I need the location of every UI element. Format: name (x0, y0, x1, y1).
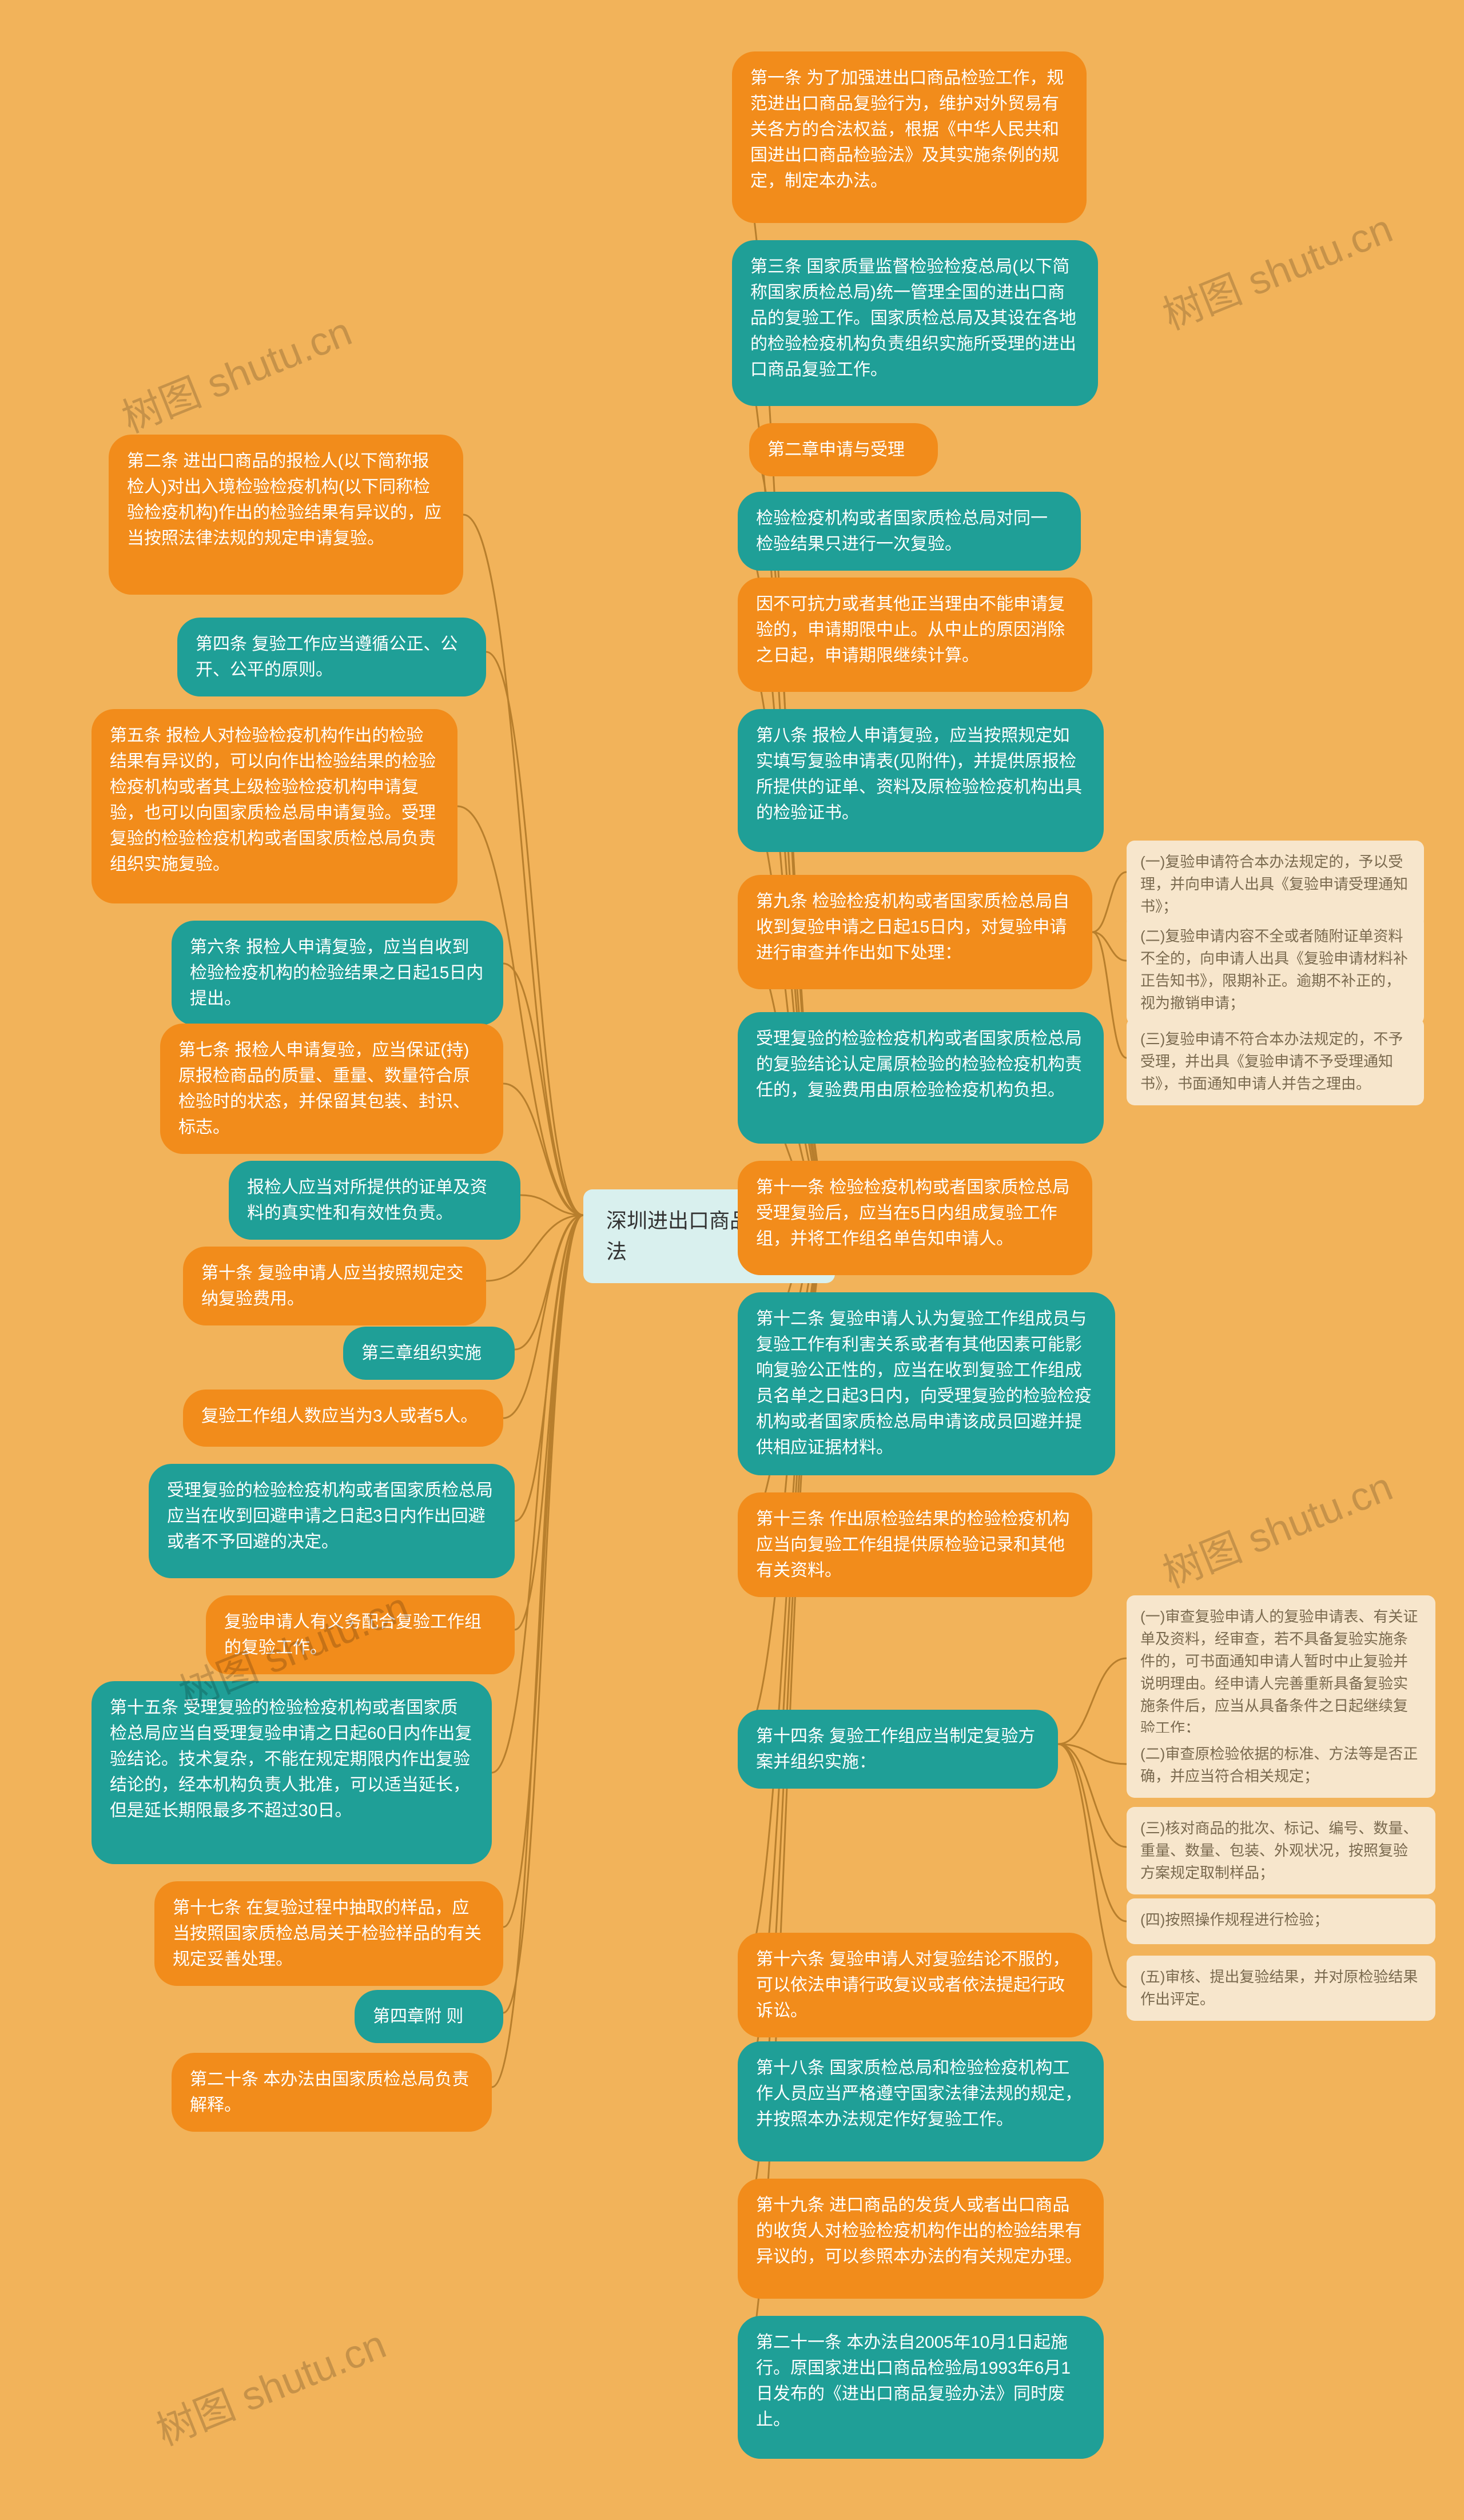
mindmap-node: 第十七条 在复验过程中抽取的样品，应当按照国家质检总局关于检验样品的有关规定妥善… (154, 1881, 503, 1986)
mindmap-node: (三)核对商品的批次、标记、编号、数量、重量、数量、包装、外观状况，按照复验方案… (1127, 1807, 1435, 1894)
mindmap-node: 第二十条 本办法由国家质检总局负责解释。 (172, 2053, 492, 2132)
mindmap-node: 第六条 报检人申请复验，应当自收到检验检疫机构的检验结果之日起15日内提出。 (172, 921, 503, 1025)
mindmap-node: 第十六条 复验申请人对复验结论不服的，可以依法申请行政复议或者依法提起行政诉讼。 (738, 1933, 1092, 2037)
mindmap-node: 第十二条 复验申请人认为复验工作组成员与复验工作有利害关系或者有其他因素可能影响… (738, 1292, 1115, 1475)
mindmap-node: 第十三条 作出原检验结果的检验检疫机构应当向复验工作组提供原检验记录和其他有关资… (738, 1492, 1092, 1597)
mindmap-node: 第八条 报检人申请复验，应当按照规定如实填写复验申请表(见附件)，并提供原报检所… (738, 709, 1104, 852)
mindmap-node: 第二十一条 本办法自2005年10月1日起施行。原国家进出口商品检验局1993年… (738, 2316, 1104, 2459)
mindmap-node: 复验工作组人数应当为3人或者5人。 (183, 1390, 503, 1447)
mindmap-node: 第七条 报检人申请复验，应当保证(持)原报检商品的质量、重量、数量符合原检验时的… (160, 1024, 503, 1154)
mindmap-node: 第十四条 复验工作组应当制定复验方案并组织实施： (738, 1710, 1058, 1789)
mindmap-node: 第十八条 国家质检总局和检验检疫机构工作人员应当严格遵守国家法律法规的规定，并按… (738, 2041, 1104, 2161)
watermark: 树图 shutu.cn (1153, 1455, 1400, 1599)
mindmap-node: 第四条 复验工作应当遵循公正、公开、公平的原则。 (177, 618, 486, 696)
mindmap-node: 受理复验的检验检疫机构或者国家质检总局应当在收到回避申请之日起3日内作出回避或者… (149, 1464, 515, 1578)
mindmap-node: 第三章组织实施 (343, 1327, 515, 1380)
watermark: 树图 shutu.cn (1153, 197, 1400, 341)
mindmap-node: (二)复验申请内容不全或者随附证单资料不全的，向申请人出具《复验申请材料补正告知… (1127, 915, 1424, 1025)
mindmap-node: 因不可抗力或者其他正当理由不能申请复验的，申请期限中止。从中止的原因消除之日起，… (738, 578, 1092, 692)
mindmap-node: 第十五条 受理复验的检验检疫机构或者国家质检总局应当自受理复验申请之日起60日内… (92, 1681, 492, 1864)
mindmap-node: (三)复验申请不符合本办法规定的，不予受理，并出具《复验申请不予受理通知书》，书… (1127, 1018, 1424, 1105)
mindmap-node: 第四章附 则 (355, 1990, 503, 2043)
watermark: 树图 shutu.cn (147, 2312, 393, 2457)
mindmap-node: (二)审查原检验依据的标准、方法等是否正确，并应当符合相关规定； (1127, 1733, 1435, 1798)
mindmap-node: 第十九条 进口商品的发货人或者出口商品的收货人对检验检疫机构作出的检验结果有异议… (738, 2179, 1104, 2299)
mindmap-node: (五)审核、提出复验结果，并对原检验结果作出评定。 (1127, 1956, 1435, 2021)
mindmap-node: 第九条 检验检疫机构或者国家质检总局自收到复验申请之日起15日内，对复验申请进行… (738, 875, 1092, 989)
mindmap-node: 检验检疫机构或者国家质检总局对同一检验结果只进行一次复验。 (738, 492, 1081, 571)
mindmap-node: (四)按照操作规程进行检验； (1127, 1898, 1435, 1944)
mindmap-node: 第一条 为了加强进出口商品检验工作，规范进出口商品复验行为，维护对外贸易有关各方… (732, 51, 1087, 223)
mindmap-node: 第二条 进出口商品的报检人(以下简称报检人)对出入境检验检疫机构(以下同称检验检… (109, 435, 463, 595)
mindmap-node: 复验申请人有义务配合复验工作组的复验工作。 (206, 1595, 515, 1674)
mindmap-node: 第十一条 检验检疫机构或者国家质检总局受理复验后，应当在5日内组成复验工作组，并… (738, 1161, 1092, 1275)
watermark: 树图 shutu.cn (113, 300, 359, 444)
mindmap-node: 第二章申请与受理 (749, 423, 938, 476)
mindmap-node: 受理复验的检验检疫机构或者国家质检总局的复验结论认定属原检验的检验检疫机构责任的… (738, 1012, 1104, 1144)
mindmap-node: 报检人应当对所提供的证单及资料的真实性和有效性负责。 (229, 1161, 520, 1240)
mindmap-node: 第十条 复验申请人应当按照规定交纳复验费用。 (183, 1247, 486, 1325)
mindmap-node: 第三条 国家质量监督检验检疫总局(以下简称国家质检总局)统一管理全国的进出口商品… (732, 240, 1098, 406)
mindmap-node: (一)审查复验申请人的复验申请表、有关证单及资料，经审查，若不具备复验实施条件的… (1127, 1595, 1435, 1750)
mindmap-node: 第五条 报检人对检验检疫机构作出的检验结果有异议的，可以向作出检验结果的检验检疫… (92, 709, 458, 903)
